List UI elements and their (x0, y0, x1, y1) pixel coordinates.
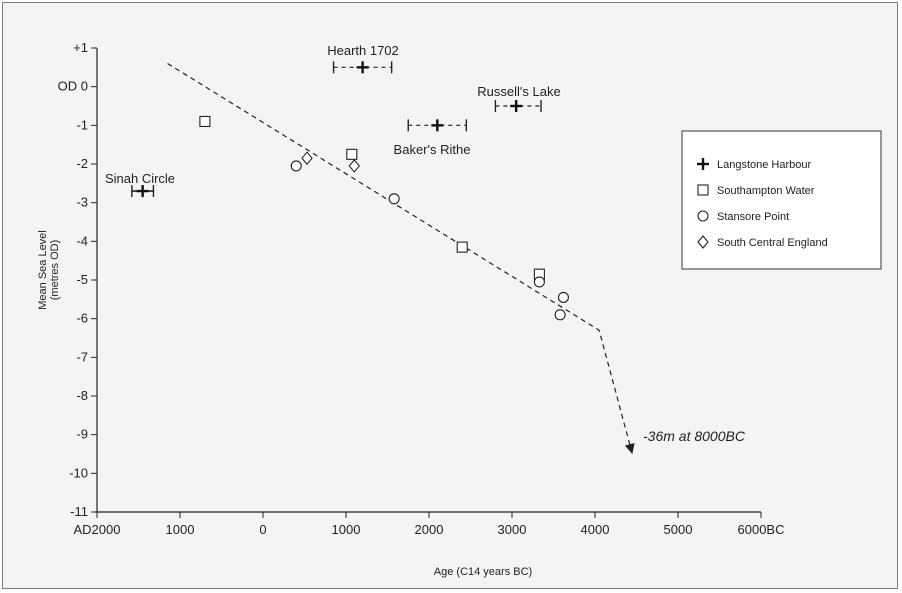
series-langstone-harbour (131, 61, 542, 198)
x-tick-label: 5000 (664, 522, 693, 537)
legend-box (681, 130, 882, 270)
annotation-hearth-1702: Hearth 1702 (327, 43, 399, 58)
data-point (554, 309, 566, 321)
axis-titles: Age (C14 years BC) Mean Sea Level (metre… (37, 230, 532, 578)
data-point (290, 160, 302, 172)
y-tick-label: -4 (76, 233, 88, 248)
data-point (301, 151, 313, 166)
square-marker (697, 184, 709, 196)
y-tick-label: -5 (76, 272, 88, 287)
annotations: Sinah Circle Hearth 1702 Baker's Rithe R… (105, 43, 746, 444)
series-southampton-water (199, 115, 545, 280)
square-marker (456, 241, 468, 253)
circle-marker (697, 210, 709, 222)
legend: Langstone Harbour Southampton Water Stanso… (681, 130, 882, 270)
data-point (557, 291, 570, 303)
square-marker (199, 115, 211, 128)
data-point (346, 148, 358, 160)
diamond-marker (697, 235, 709, 249)
legend-marker (697, 184, 709, 196)
annotation-sinah-circle: Sinah Circle (105, 171, 175, 186)
circle-marker (533, 276, 545, 288)
data-point (348, 159, 361, 173)
y-axis-title-line2: (metres OD) (49, 240, 61, 301)
data-point (510, 100, 523, 112)
circle-marker (290, 160, 302, 172)
circle-marker (388, 193, 400, 205)
y-tick-label: -11 (70, 504, 88, 519)
y-tick-label: +1 (73, 40, 88, 55)
x-tick-label: 1000 (166, 522, 195, 537)
data-point (199, 115, 211, 128)
annotation-arrow-note: -36m at 8000BC (643, 428, 746, 444)
y-tick-label: OD 0 (58, 79, 88, 94)
legend-marker (697, 235, 709, 249)
x-tick-label: AD2000 (74, 522, 121, 537)
series-stansore-point (290, 160, 570, 321)
x-tick-label: 4000 (581, 522, 610, 537)
y-tick-label: -3 (76, 195, 88, 210)
diamond-marker (301, 151, 313, 166)
annotation-russells-lake: Russell's Lake (477, 84, 560, 99)
data-points (131, 61, 570, 321)
x-tick-label: 6000BC (738, 522, 785, 537)
trend-line-group (167, 62, 635, 455)
x-tick-label: 1000 (332, 522, 361, 537)
data-point (431, 119, 444, 132)
legend-label: Stansore Point (717, 211, 789, 223)
y-tick-label: -6 (76, 311, 88, 326)
circle-marker (554, 309, 566, 321)
legend-label: Southampton Water (717, 185, 815, 197)
trend-line (167, 62, 633, 455)
x-axis-title: Age (C14 years BC) (434, 566, 532, 578)
x-tick-label: 2000 (415, 522, 444, 537)
y-tick-label: -1 (76, 117, 88, 132)
data-point (388, 193, 400, 205)
y-tick-label: -9 (76, 427, 88, 442)
data-point (136, 185, 149, 198)
y-tick-label: -2 (76, 156, 88, 171)
trend-arrowhead (624, 443, 635, 454)
square-marker (346, 148, 358, 160)
x-tick-label: 0 (259, 522, 266, 537)
legend-marker (697, 158, 709, 170)
legend-marker (697, 210, 709, 222)
y-tick-label: -8 (76, 388, 88, 403)
series-south-central-england (301, 151, 361, 173)
data-point (533, 276, 545, 288)
data-point (356, 61, 369, 74)
diamond-marker (348, 159, 361, 173)
y-axis-title-line1: Mean Sea Level (37, 230, 49, 310)
legend-label: South Central England (717, 237, 828, 249)
y-tick-label: -10 (69, 465, 88, 480)
x-tick-label: 3000 (498, 522, 527, 537)
data-point (456, 241, 468, 253)
legend-label: Langstone Harbour (717, 159, 812, 171)
annotation-bakers-rithe: Baker's Rithe (394, 142, 471, 157)
circle-marker (557, 291, 570, 303)
axes: +1 OD 0 -1 -2 -3 -4 -5 -6 -7 -8 -9 -10 -11 AD2000 1000… (58, 40, 785, 537)
y-tick-label: -7 (76, 349, 88, 364)
